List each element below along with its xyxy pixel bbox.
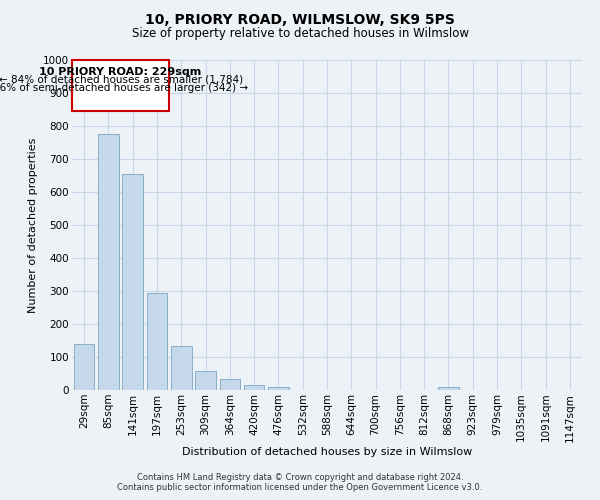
Bar <box>268 386 289 390</box>
Text: 10 PRIORY ROAD: 229sqm: 10 PRIORY ROAD: 229sqm <box>40 66 202 76</box>
Text: Size of property relative to detached houses in Wilmslow: Size of property relative to detached ho… <box>131 28 469 40</box>
Y-axis label: Number of detached properties: Number of detached properties <box>28 138 38 312</box>
Bar <box>244 386 265 390</box>
FancyBboxPatch shape <box>72 60 169 111</box>
Text: 16% of semi-detached houses are larger (342) →: 16% of semi-detached houses are larger (… <box>0 83 248 93</box>
Bar <box>438 387 459 390</box>
Bar <box>74 344 94 390</box>
Bar <box>195 371 216 390</box>
Bar <box>220 380 240 390</box>
Bar <box>98 134 119 390</box>
Text: Contains HM Land Registry data © Crown copyright and database right 2024.
Contai: Contains HM Land Registry data © Crown c… <box>118 473 482 492</box>
Bar <box>171 346 191 390</box>
Text: 10, PRIORY ROAD, WILMSLOW, SK9 5PS: 10, PRIORY ROAD, WILMSLOW, SK9 5PS <box>145 12 455 26</box>
Bar <box>122 174 143 390</box>
Bar <box>146 292 167 390</box>
Text: ← 84% of detached houses are smaller (1,784): ← 84% of detached houses are smaller (1,… <box>0 75 242 85</box>
X-axis label: Distribution of detached houses by size in Wilmslow: Distribution of detached houses by size … <box>182 447 472 457</box>
